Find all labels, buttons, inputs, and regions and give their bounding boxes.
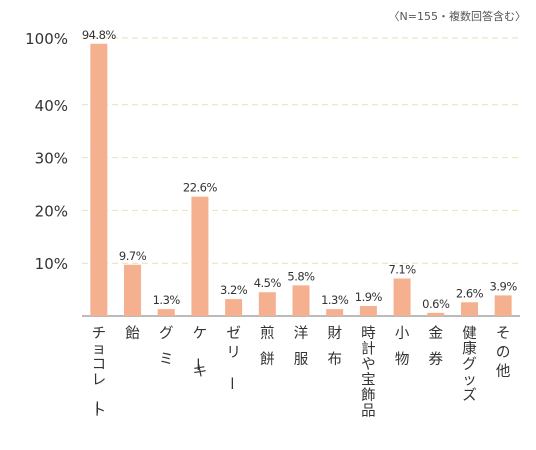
x-tick-label: 健康グッズ xyxy=(462,325,477,404)
bar xyxy=(359,305,377,316)
x-tick-label: ケーキ xyxy=(189,325,208,380)
bar xyxy=(427,312,445,316)
data-label: 22.6% xyxy=(183,181,218,195)
x-tick-label: 洋服 xyxy=(294,325,309,368)
y-tick-label: 20% xyxy=(35,202,68,220)
x-tick-label: チョコレート xyxy=(88,326,107,420)
data-label: 1.9% xyxy=(355,290,383,304)
x-tick-label: 財布 xyxy=(327,325,342,368)
bar xyxy=(494,295,512,316)
bar xyxy=(460,302,478,316)
x-tick-label: 煎餅 xyxy=(260,325,275,368)
bar xyxy=(225,299,243,316)
bar xyxy=(393,278,411,316)
sample-note: 〈N=155・複数回答含む〉 xyxy=(388,10,526,23)
x-tick-label: 飴 xyxy=(125,325,140,342)
data-label: 5.8% xyxy=(287,269,315,283)
bar xyxy=(157,309,175,316)
data-label: 1.3% xyxy=(153,293,181,307)
data-label: 0.6% xyxy=(422,297,450,311)
x-tick-label: 金券 xyxy=(429,325,444,368)
bar xyxy=(258,292,276,316)
x-tick-label: 時計や宝飾品 xyxy=(361,325,376,420)
x-tick-label: ゼリー xyxy=(222,325,241,391)
bar xyxy=(191,196,209,316)
data-label: 1.3% xyxy=(321,293,349,307)
x-tick-label: 小物 xyxy=(395,325,410,368)
bar xyxy=(292,285,310,316)
data-label: 94.8% xyxy=(82,28,117,42)
data-label: 3.9% xyxy=(490,279,518,293)
x-tick-label: グミ xyxy=(159,325,174,368)
data-label: 4.5% xyxy=(254,276,282,290)
x-tick-label: その他 xyxy=(496,326,511,380)
y-tick-label: 30% xyxy=(35,150,68,168)
data-label: 7.1% xyxy=(388,263,416,277)
y-tick-label: 40% xyxy=(35,97,68,115)
y-tick-label: 10% xyxy=(35,255,68,273)
data-label: 9.7% xyxy=(119,249,147,263)
data-label: 3.2% xyxy=(220,283,248,297)
bar xyxy=(124,264,142,316)
y-tick-label: 100% xyxy=(25,30,68,48)
data-label: 2.6% xyxy=(456,286,484,300)
bar xyxy=(326,309,344,316)
bar xyxy=(90,43,108,316)
